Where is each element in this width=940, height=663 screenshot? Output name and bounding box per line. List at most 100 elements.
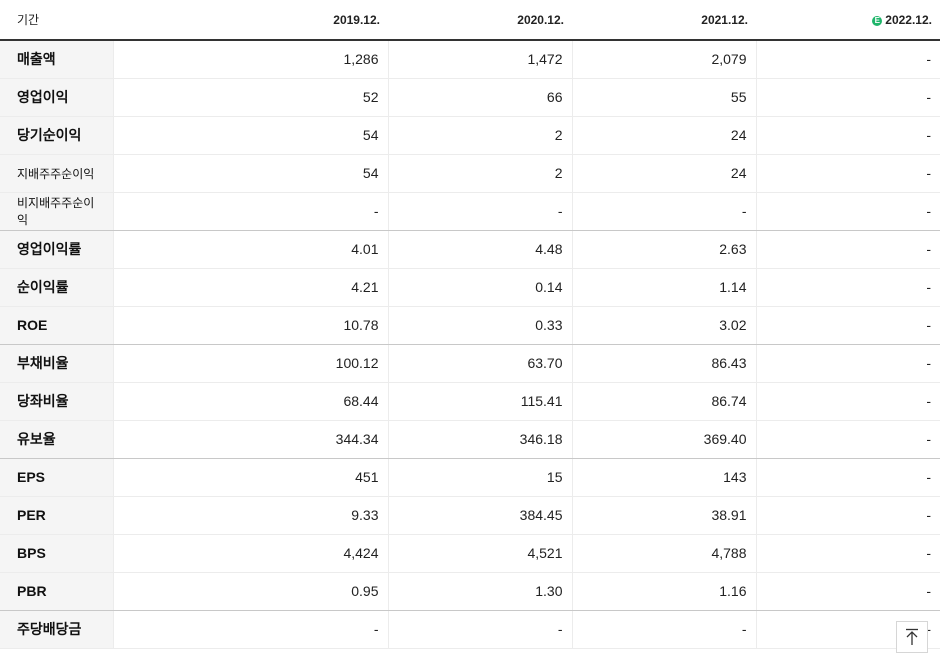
- table-cell: 54: [113, 154, 389, 193]
- table-cell: 10.78: [113, 306, 389, 345]
- table-cell: -: [756, 344, 940, 383]
- table-cell: 0.95: [113, 572, 389, 611]
- table-cell: -: [113, 610, 389, 649]
- table-cell: 15: [388, 458, 573, 497]
- row-label: 영업이익: [0, 78, 114, 117]
- table-row: 부채비율 100.12 63.70 86.43 -: [0, 344, 940, 383]
- table-row: 당좌비율 68.44 115.41 86.74 -: [0, 382, 940, 421]
- table-cell: 2: [388, 154, 573, 193]
- row-label: 비지배주주순이익: [0, 192, 114, 231]
- table-cell: 55: [572, 78, 757, 117]
- table-cell: 4.48: [388, 230, 573, 269]
- table-row: 유보율 344.34 346.18 369.40 -: [0, 420, 940, 459]
- table-cell: 24: [572, 116, 757, 155]
- row-label: PBR: [0, 572, 114, 611]
- table-row: 비지배주주순이익 - - - -: [0, 192, 940, 231]
- table-row: 지배주주순이익 54 2 24 -: [0, 154, 940, 193]
- row-label: 유보율: [0, 420, 114, 459]
- table-cell: 4,424: [113, 534, 389, 573]
- table-cell: 1.16: [572, 572, 757, 611]
- row-label: EPS: [0, 458, 114, 497]
- header-row: 기간 2019.12. 2020.12. 2021.12. E 2022.12.: [0, 0, 940, 41]
- row-label: 순이익률: [0, 268, 114, 307]
- row-label: 영업이익률: [0, 230, 114, 269]
- table-row: 주당배당금 - - - -: [0, 610, 940, 649]
- table-cell: -: [756, 306, 940, 345]
- table-cell: -: [756, 458, 940, 497]
- table-cell: 4.21: [113, 268, 389, 307]
- column-header-2021: 2021.12.: [572, 0, 756, 41]
- table-row: 매출액 1,286 1,472 2,079 -: [0, 40, 940, 79]
- financial-summary-table: 기간 2019.12. 2020.12. 2021.12. E 2022.12. …: [0, 0, 940, 649]
- table-cell: 100.12: [113, 344, 389, 383]
- table-cell: 86.43: [572, 344, 757, 383]
- row-label: 매출액: [0, 40, 114, 79]
- table-cell: 63.70: [388, 344, 573, 383]
- table-cell: 1.14: [572, 268, 757, 307]
- table-row: 영업이익률 4.01 4.48 2.63 -: [0, 230, 940, 269]
- table-cell: -: [113, 192, 389, 231]
- table-cell: 3.02: [572, 306, 757, 345]
- table-cell: 9.33: [113, 496, 389, 535]
- row-label: 지배주주순이익: [0, 154, 114, 193]
- table-cell: -: [756, 420, 940, 459]
- table-cell: -: [572, 192, 757, 231]
- table-cell: 24: [572, 154, 757, 193]
- column-header-2019: 2019.12.: [113, 0, 388, 41]
- table-cell: 86.74: [572, 382, 757, 421]
- table-cell: -: [756, 572, 940, 611]
- table-cell: 143: [572, 458, 757, 497]
- table-row: PER 9.33 384.45 38.91 -: [0, 496, 940, 535]
- table-row: PBR 0.95 1.30 1.16 -: [0, 572, 940, 611]
- table-cell: 54: [113, 116, 389, 155]
- table-cell: -: [756, 116, 940, 155]
- table-cell: -: [756, 382, 940, 421]
- table-cell: 52: [113, 78, 389, 117]
- table-cell: 1,472: [388, 40, 573, 79]
- table-cell: 68.44: [113, 382, 389, 421]
- row-label: ROE: [0, 306, 114, 345]
- table-row: 당기순이익 54 2 24 -: [0, 116, 940, 155]
- table-cell: 115.41: [388, 382, 573, 421]
- period-header: 기간: [0, 0, 113, 41]
- estimate-badge-icon: E: [872, 15, 883, 26]
- table-cell: -: [756, 78, 940, 117]
- table-cell: -: [572, 610, 757, 649]
- scroll-to-top-button[interactable]: [896, 621, 928, 653]
- row-label: 주당배당금: [0, 610, 114, 649]
- table-cell: 1.30: [388, 572, 573, 611]
- row-label: BPS: [0, 534, 114, 573]
- row-label: 당기순이익: [0, 116, 114, 155]
- table-cell: -: [388, 610, 573, 649]
- table-cell: -: [756, 268, 940, 307]
- table-cell: -: [756, 534, 940, 573]
- table-row: ROE 10.78 0.33 3.02 -: [0, 306, 940, 345]
- row-label: PER: [0, 496, 114, 535]
- table-cell: 38.91: [572, 496, 757, 535]
- table-cell: -: [388, 192, 573, 231]
- table-row: BPS 4,424 4,521 4,788 -: [0, 534, 940, 573]
- table-row: 영업이익 52 66 55 -: [0, 78, 940, 117]
- table-cell: -: [756, 40, 940, 79]
- table-cell: 369.40: [572, 420, 757, 459]
- table-cell: 384.45: [388, 496, 573, 535]
- table-cell: 66: [388, 78, 573, 117]
- table-cell: 4,788: [572, 534, 757, 573]
- table-cell: -: [756, 496, 940, 535]
- table-cell: 4.01: [113, 230, 389, 269]
- table-cell: 344.34: [113, 420, 389, 459]
- table-cell: 2.63: [572, 230, 757, 269]
- column-header-2022-label: 2022.12.: [885, 12, 932, 27]
- table-cell: 0.14: [388, 268, 573, 307]
- table-cell: 2: [388, 116, 573, 155]
- table-cell: 2,079: [572, 40, 757, 79]
- table-cell: 0.33: [388, 306, 573, 345]
- table-cell: -: [756, 192, 940, 231]
- table-cell: -: [756, 230, 940, 269]
- table-cell: 451: [113, 458, 389, 497]
- column-header-2020: 2020.12.: [388, 0, 572, 41]
- row-label: 당좌비율: [0, 382, 114, 421]
- table-cell: 4,521: [388, 534, 573, 573]
- table-cell: 1,286: [113, 40, 389, 79]
- column-header-2022: E 2022.12.: [756, 0, 940, 41]
